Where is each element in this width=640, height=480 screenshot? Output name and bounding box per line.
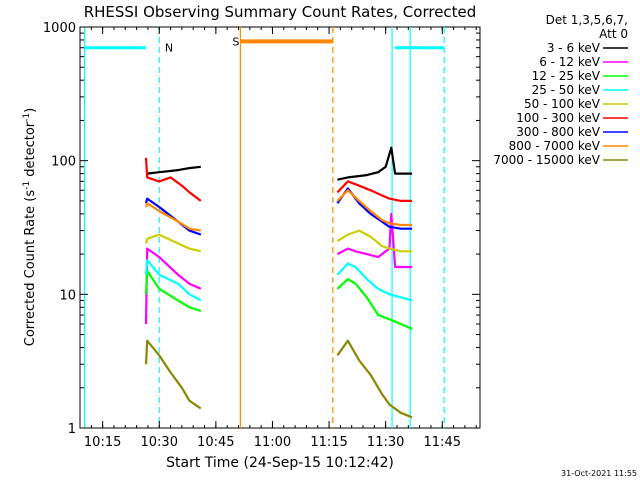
series-8-seg2: [336, 339, 413, 419]
series-6-seg2: [336, 187, 413, 230]
series-5-seg2: [336, 180, 413, 202]
y-axis-label-mid: detector: [23, 121, 38, 181]
series-4-seg2: [336, 229, 413, 253]
x-tick-label-6: 11:45: [424, 435, 461, 450]
x-axis-ticks: 10:15 10:30 10:45 11:00 11:15 11:30 11:45: [84, 27, 477, 450]
y-tick-label-3: 1000: [43, 21, 76, 36]
y-axis-label-end: ): [23, 108, 38, 113]
legend-label-2: 12 - 25 keV: [532, 69, 601, 83]
x-axis-label: Start Time (24-Sep-15 10:12:42): [166, 455, 394, 471]
y-axis-ticks: 1 10 100 1000: [43, 21, 480, 437]
flag-label-1: S: [232, 35, 239, 48]
y-axis-label-sup1: -1: [22, 181, 32, 190]
vertical-markers: [83, 27, 445, 428]
legend-label-1: 6 - 12 keV: [539, 55, 601, 69]
series-0-seg2: [337, 146, 413, 181]
legend-label-0: 3 - 6 keV: [547, 41, 601, 55]
x-tick-label-4: 11:15: [310, 435, 347, 450]
y-tick-label-0: 1: [68, 422, 76, 437]
legend-label-8: 7000 - 15000 keV: [493, 153, 600, 167]
series-2-seg2: [336, 278, 413, 331]
y-axis-label-sup2: -1: [22, 113, 32, 122]
series-6-seg1: [144, 197, 202, 236]
plot-frame: [79, 26, 481, 429]
series-3-seg1: [144, 259, 202, 302]
legend-label-6: 300 - 800 keV: [516, 125, 600, 139]
legend-label-5: 100 - 300 keV: [516, 111, 600, 125]
flag-label-0: N: [165, 42, 173, 55]
x-tick-label-1: 10:30: [141, 435, 178, 450]
legend-label-4: 50 - 100 keV: [524, 97, 601, 111]
series-3-seg2: [336, 262, 413, 302]
series-2-seg1: [144, 269, 202, 313]
timestamp: 31-Oct-2021 11:55: [561, 469, 637, 478]
series-lines: [144, 146, 413, 419]
x-tick-label-3: 11:00: [254, 435, 291, 450]
x-tick-label-5: 11:30: [367, 435, 404, 450]
series-1-seg1: [144, 247, 202, 325]
chart-title: RHESSI Observing Summary Count Rates, Co…: [84, 3, 477, 21]
x-tick-label-2: 10:45: [197, 435, 234, 450]
series-5-seg1: [144, 157, 202, 202]
series-4-seg1: [144, 233, 202, 253]
legend-header-line2: Att 0: [599, 27, 628, 41]
legend-header-line1: Det 1,3,5,6,7,: [546, 13, 628, 27]
y-tick-label-2: 100: [51, 155, 76, 170]
y-axis-label: Corrected Count Rate (s-1 detector-1): [22, 108, 38, 346]
x-tick-label-0: 10:15: [84, 435, 121, 450]
series-8-seg1: [144, 339, 202, 410]
legend-label-7: 800 - 7000 keV: [509, 139, 601, 153]
y-axis-label-main: Corrected Count Rate (s: [23, 190, 38, 347]
series-7-seg1: [144, 202, 201, 232]
legend-label-3: 25 - 50 keV: [532, 83, 601, 97]
y-tick-label-1: 10: [59, 288, 76, 303]
plot-border: [79, 26, 481, 429]
series-0-seg1: [147, 165, 201, 175]
series-7-seg2: [336, 189, 413, 227]
